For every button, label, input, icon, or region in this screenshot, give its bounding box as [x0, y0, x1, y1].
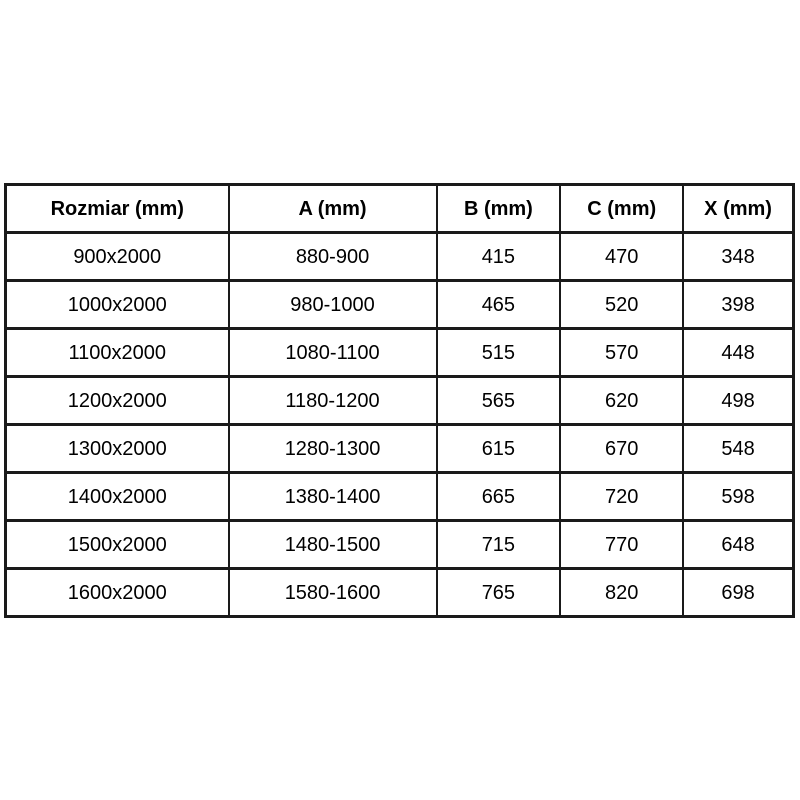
table-cell: 415: [435, 231, 562, 282]
table-cell: 615: [435, 423, 562, 474]
table-body: 900x2000 880-900 415 470 348 1000x2000 980-100…: [4, 231, 795, 618]
table-header-row: Rozmiar (mm) A (mm) B (mm) C (mm) X (mm): [4, 183, 795, 234]
table-cell: 1180-1200: [227, 375, 438, 426]
table-row: 1600x2000 1580-1600 765 820 698: [4, 567, 795, 618]
table-cell: 465: [435, 279, 562, 330]
table-cell: 570: [559, 327, 685, 378]
table-row: 1000x2000 980-1000 465 520 398: [4, 279, 795, 330]
column-header-x: X (mm): [682, 183, 795, 234]
table-cell: 670: [559, 423, 685, 474]
table-cell: 1500x2000: [4, 519, 230, 570]
table-cell: 1580-1600: [227, 567, 438, 618]
table-row: 1300x2000 1280-1300 615 670 548: [4, 423, 795, 474]
table-cell: 720: [559, 471, 685, 522]
table-cell: 820: [559, 567, 685, 618]
table-row: 1200x2000 1180-1200 565 620 498: [4, 375, 795, 426]
table-row: 900x2000 880-900 415 470 348: [4, 231, 795, 282]
table-cell: 900x2000: [4, 231, 230, 282]
table-row: 1500x2000 1480-1500 715 770 648: [4, 519, 795, 570]
table-cell: 1280-1300: [227, 423, 438, 474]
table-cell: 565: [435, 375, 562, 426]
table-cell: 348: [682, 231, 795, 282]
table-cell: 1380-1400: [227, 471, 438, 522]
table-cell: 1600x2000: [4, 567, 230, 618]
table-cell: 498: [682, 375, 795, 426]
table-cell: 1400x2000: [4, 471, 230, 522]
table-cell: 1480-1500: [227, 519, 438, 570]
column-header-a: A (mm): [227, 183, 438, 234]
table-cell: 698: [682, 567, 795, 618]
table-cell: 515: [435, 327, 562, 378]
table-cell: 765: [435, 567, 562, 618]
column-header-rozmiar: Rozmiar (mm): [4, 183, 230, 234]
table-cell: 470: [559, 231, 685, 282]
table-row: 1400x2000 1380-1400 665 720 598: [4, 471, 795, 522]
column-header-b: B (mm): [435, 183, 562, 234]
table-cell: 598: [682, 471, 795, 522]
table-cell: 620: [559, 375, 685, 426]
table-cell: 1080-1100: [227, 327, 438, 378]
table-cell: 648: [682, 519, 795, 570]
table-cell: 1000x2000: [4, 279, 230, 330]
table-cell: 665: [435, 471, 562, 522]
table-cell: 520: [559, 279, 685, 330]
table-cell: 548: [682, 423, 795, 474]
table-cell: 715: [435, 519, 562, 570]
table-cell: 398: [682, 279, 795, 330]
column-header-c: C (mm): [559, 183, 685, 234]
table-row: 1100x2000 1080-1100 515 570 448: [4, 327, 795, 378]
table-cell: 1300x2000: [4, 423, 230, 474]
table-cell: 980-1000: [227, 279, 438, 330]
table-cell: 880-900: [227, 231, 438, 282]
table-cell: 770: [559, 519, 685, 570]
table-cell: 1200x2000: [4, 375, 230, 426]
table-cell: 448: [682, 327, 795, 378]
size-specification-table: Rozmiar (mm) A (mm) B (mm) C (mm) X (mm)…: [4, 183, 795, 618]
table-cell: 1100x2000: [4, 327, 230, 378]
